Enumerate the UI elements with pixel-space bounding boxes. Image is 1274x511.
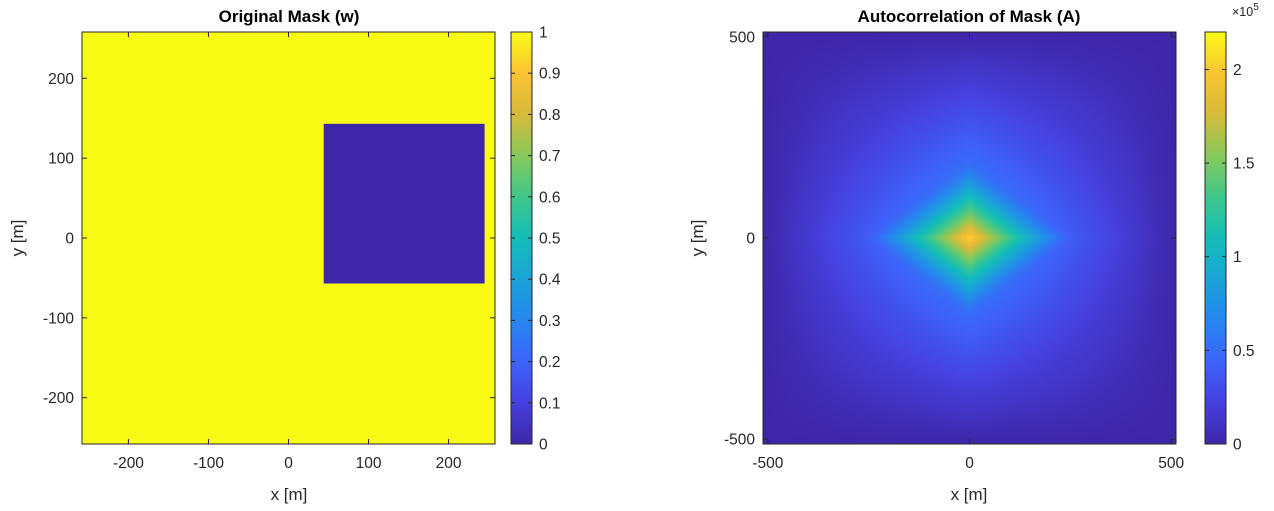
y-tick-label: -100 <box>43 310 74 327</box>
colorbar-tick-label: 1 <box>539 25 548 42</box>
colorbar-tick-label: 0.4 <box>539 272 561 289</box>
y-ticks-mask: 200 100 0 -100 -200 <box>43 71 495 407</box>
chart-title-autocorrelation: Autocorrelation of Mask (A) <box>858 7 1081 26</box>
colorbar-tick-label: 2 <box>1233 62 1242 79</box>
x-tick-label: 100 <box>356 455 382 472</box>
colorbar-tick-label: 0 <box>539 437 548 454</box>
panel-autocorrelation: Autocorrelation of Mask (A) -500 0 500 500… <box>688 2 1259 504</box>
y-axis-label-mask: y [m] <box>8 220 27 257</box>
colorbar-tick-label: 0.2 <box>539 354 561 371</box>
colorbar-tick-label: 1.5 <box>1233 156 1255 173</box>
masked-region <box>323 123 485 284</box>
colorbar-tick-label: 0.7 <box>539 148 561 165</box>
y-tick-label: 100 <box>48 151 74 168</box>
autocorrelation-heatmap <box>763 32 1176 444</box>
colorbar-ticks-autocorrelation: 2 1.5 1 0.5 0 <box>1205 62 1255 454</box>
y-ticks-autocorrelation: 500 0 -500 <box>724 29 1176 449</box>
y-tick-label: -200 <box>43 390 74 407</box>
y-axis-label-autocorrelation: y [m] <box>688 220 707 257</box>
x-tick-label: -200 <box>113 455 144 472</box>
x-ticks-autocorrelation: -500 0 500 <box>752 32 1184 472</box>
y-tick-label: 500 <box>729 29 755 46</box>
colorbar-tick-label: 0 <box>1233 437 1242 454</box>
panel-original-mask: Original Mask (w) -200 -100 0 100 200 200100… <box>8 7 561 504</box>
colorbar-tick-label: 0.5 <box>539 231 561 248</box>
colorbar-tick-label: 0.6 <box>539 189 561 206</box>
colorbar-autocorrelation <box>1205 32 1226 444</box>
colorbar-tick-label: 0.3 <box>539 313 561 330</box>
x-tick-label: 0 <box>284 455 293 472</box>
colorbar-ticks-mask: 1 0.9 0.8 0.7 0.6 0.5 0.4 0.3 0.2 0.1 0 <box>511 25 561 454</box>
colorbar-tick-label: 0.8 <box>539 107 561 124</box>
y-tick-label: 0 <box>746 231 755 248</box>
x-axis-label-mask: x [m] <box>271 485 308 504</box>
colorbar-tick-label: 1 <box>1233 249 1242 266</box>
colorbar-multiplier: ×105 <box>1232 2 1259 19</box>
x-tick-label: 200 <box>436 455 462 472</box>
y-tick-label: -500 <box>724 432 755 449</box>
x-tick-label: -100 <box>193 455 224 472</box>
autocorrelation-image-wrapper <box>763 32 1176 444</box>
chart-title-mask: Original Mask (w) <box>219 7 360 26</box>
colorbar-box-autocorrelation <box>1204 31 1227 445</box>
colorbar-multiplier-base: ×10 <box>1232 5 1253 19</box>
x-tick-label: 0 <box>965 455 974 472</box>
x-axis-label-autocorrelation: x [m] <box>951 485 988 504</box>
y-tick-label: 200 <box>48 71 74 88</box>
x-tick-label: 500 <box>1158 455 1184 472</box>
x-tick-label: -500 <box>752 455 783 472</box>
x-ticks-mask: -200 -100 0 100 200 <box>113 32 462 472</box>
colorbar-tick-label: 0.1 <box>539 395 561 412</box>
colorbar-tick-label: 0.5 <box>1233 343 1255 360</box>
colorbar-mask <box>511 32 532 444</box>
colorbar-tick-label: 0.9 <box>539 66 561 83</box>
y-tick-label: 0 <box>65 231 74 248</box>
colorbar-multiplier-exponent: 5 <box>1253 2 1259 13</box>
